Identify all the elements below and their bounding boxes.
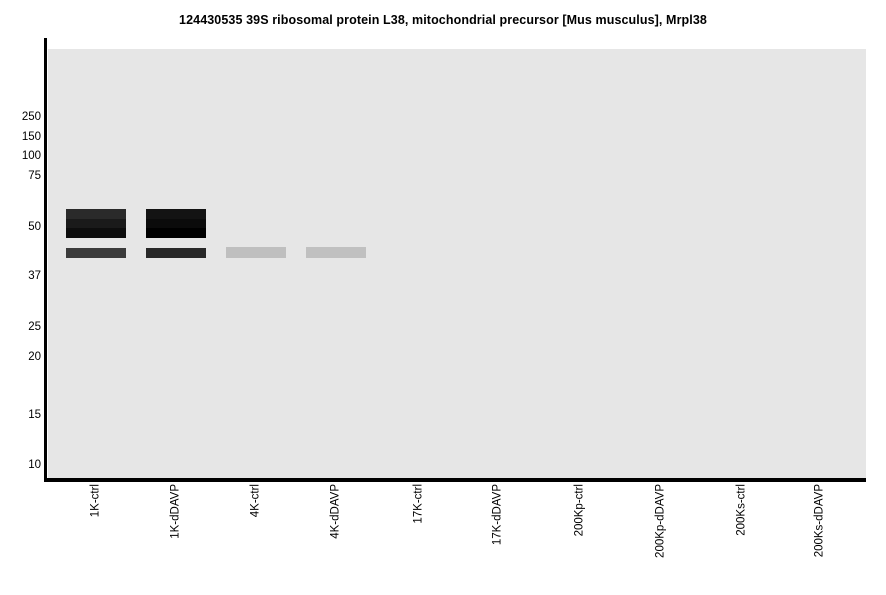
lane-label: 200Ks-dDAVP [813, 484, 826, 558]
y-axis-tick-label: 25 [28, 321, 41, 333]
y-axis-tick-label: 37 [28, 270, 41, 282]
y-axis-line [44, 38, 47, 482]
lane-label: 17K-ctrl [412, 484, 425, 524]
lane-label: 17K-dDAVP [491, 484, 504, 546]
y-axis-tick-label: 10 [28, 459, 41, 471]
y-axis-tick-label: 15 [28, 409, 41, 421]
gel-band [66, 209, 126, 239]
lane-label: 1K-ctrl [89, 484, 102, 518]
x-axis-line [44, 478, 866, 482]
gel-band [146, 209, 206, 239]
y-axis-tick-label: 50 [28, 221, 41, 233]
lane-label: 200Ks-ctrl [735, 484, 748, 536]
gel-plot-area [48, 49, 866, 478]
lane-label: 4K-dDAVP [329, 484, 342, 539]
y-axis-tick-label: 20 [28, 351, 41, 363]
chart-title: 124430535 39S ribosomal protein L38, mit… [179, 13, 707, 27]
lane-label: 4K-ctrl [249, 484, 262, 518]
gel-band [66, 248, 126, 258]
y-axis-tick-label: 100 [21, 150, 41, 162]
gel-band [306, 247, 366, 258]
y-axis-tick-label: 250 [21, 111, 41, 123]
lane-label: 200Kp-dDAVP [654, 484, 667, 558]
gel-band [226, 247, 286, 258]
y-axis-tick-label: 75 [28, 170, 41, 182]
gel-band [146, 248, 206, 258]
lane-label: 200Kp-ctrl [573, 484, 586, 537]
y-axis-tick-label: 150 [21, 131, 41, 143]
lane-label: 1K-dDAVP [169, 484, 182, 539]
